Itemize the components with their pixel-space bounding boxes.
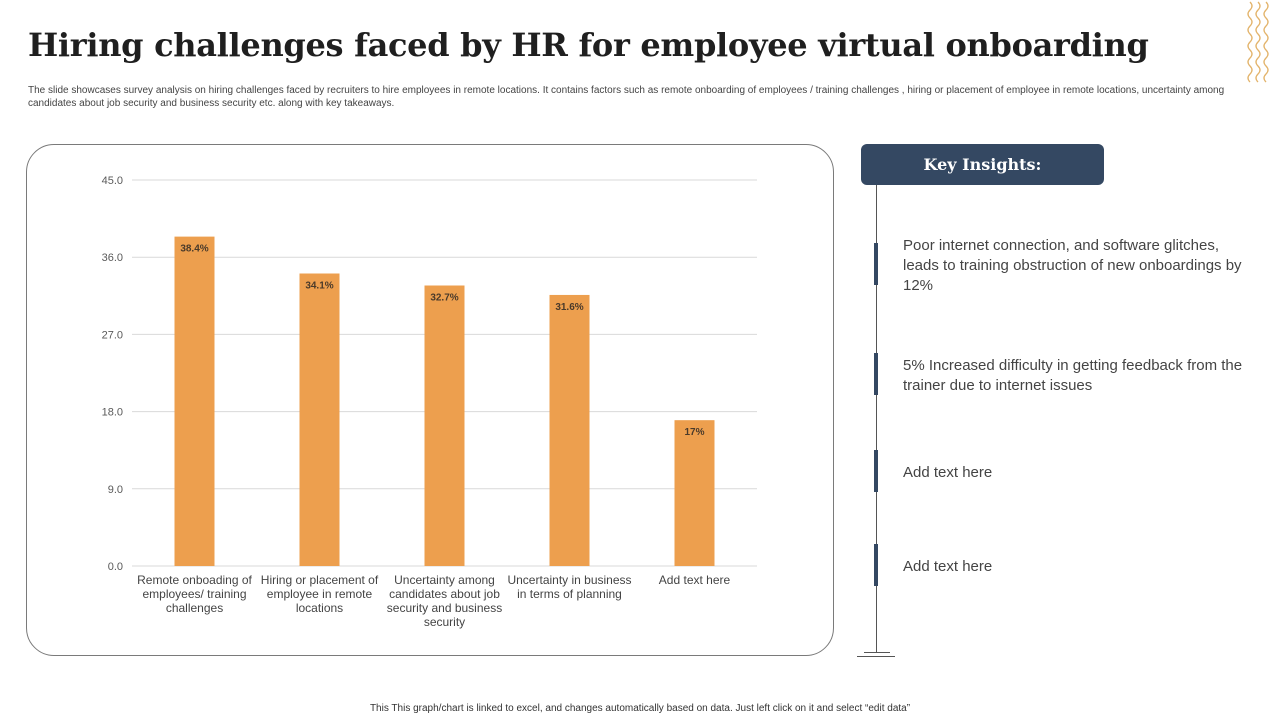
timeline-base: [864, 652, 890, 653]
bar: [424, 285, 465, 566]
footer-note: This This graph/chart is linked to excel…: [369, 703, 911, 714]
y-tick-label: 45.0: [102, 175, 123, 187]
insight-item-4: Add text here: [903, 558, 993, 575]
y-tick-label: 36.0: [102, 252, 123, 264]
insight-item-1: Poor internet connection, and software g…: [903, 237, 1242, 294]
page-subtitle: The slide showcases survey analysis on h…: [28, 85, 1225, 109]
bar: [674, 420, 715, 566]
data-label: 38.4%: [180, 244, 208, 255]
x-tick-label: Uncertainty in business in terms of plann…: [507, 573, 631, 601]
x-tick-label: Hiring or placement of employee in remote…: [261, 573, 379, 615]
chart-card: 0.0 9.0 18.0 27.0 36.0 45.0 38.4% Remote onboad…: [26, 144, 834, 656]
timeline-marker: [874, 544, 878, 586]
data-label: 31.6%: [555, 302, 583, 313]
data-label: 34.1%: [305, 280, 333, 291]
y-tick-label: 18.0: [102, 407, 123, 419]
timeline-line: [876, 185, 877, 653]
timeline-marker: [874, 450, 878, 492]
x-tick-label: Uncertainty among candidates about job sec…: [387, 573, 502, 629]
x-tick-label: Add text here: [659, 573, 731, 587]
key-insights-header: Key Insights:: [861, 144, 1104, 185]
data-label: 17%: [684, 427, 704, 438]
bar-chart: 0.0 9.0 18.0 27.0 36.0 45.0 38.4% Remote onboad…: [102, 175, 757, 629]
timeline-marker: [874, 243, 878, 285]
bar: [174, 236, 215, 566]
x-tick-label: Remote onboading of employees/ training ch…: [137, 573, 252, 615]
insight-item-3: Add text here: [903, 464, 993, 481]
y-tick-label: 27.0: [102, 329, 123, 341]
y-tick-label: 0.0: [108, 561, 123, 573]
bar: [299, 273, 340, 566]
bar: [549, 294, 590, 566]
wave-decoration-icon: [1247, 1, 1269, 83]
timeline-base: [857, 656, 895, 657]
data-label: 32.7%: [430, 293, 458, 304]
insight-item-2: 5% Increased difficulty in getting feedb…: [903, 357, 1243, 394]
y-tick-label: 9.0: [108, 484, 123, 496]
page-title: Hiring challenges faced by HR for employ…: [28, 26, 1149, 64]
timeline-marker: [874, 353, 878, 395]
